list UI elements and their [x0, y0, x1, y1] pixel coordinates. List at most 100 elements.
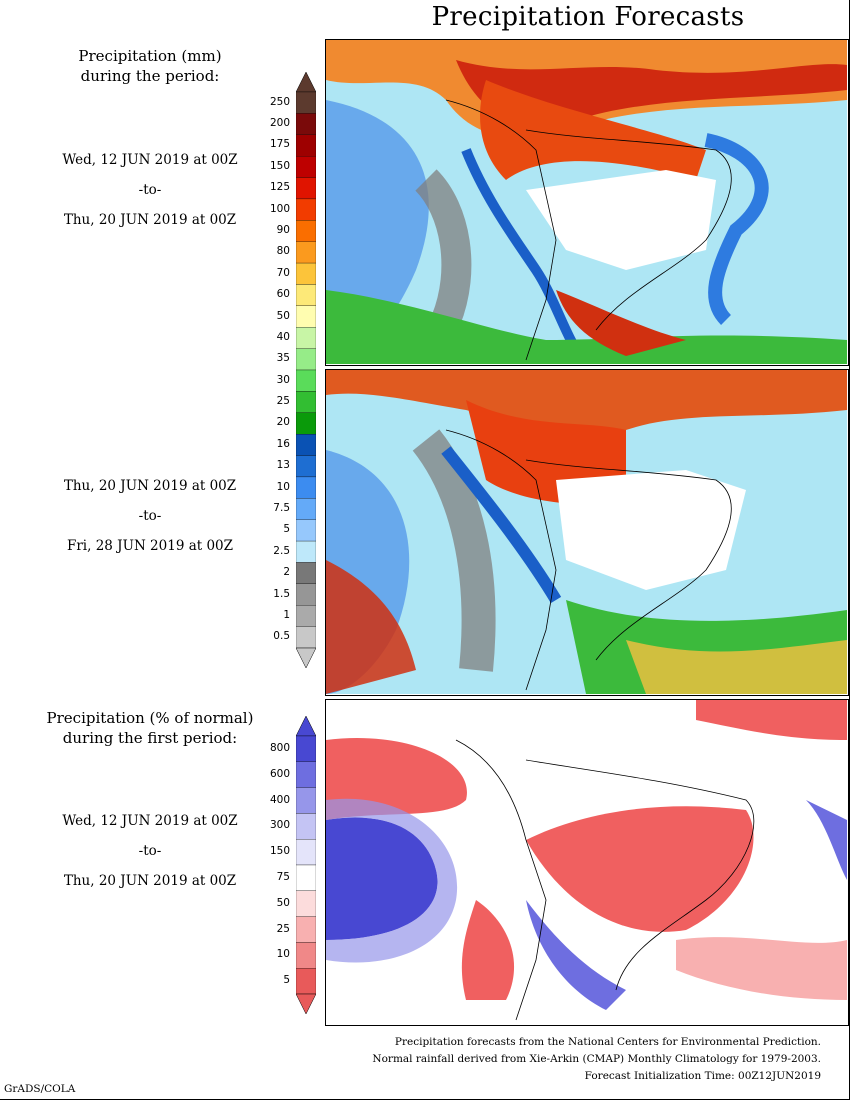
precip-colorbar-label: 175 — [269, 138, 290, 151]
precip-header: Precipitation (mm) during the period: — [40, 46, 260, 86]
precip-colorbar-label: 60 — [276, 288, 290, 301]
precip-colorbar-swatch — [296, 412, 316, 435]
precip-colorbar-swatch — [296, 498, 316, 520]
precip-colorbar-label: 200 — [269, 117, 290, 130]
precip-colorbar-swatch — [296, 476, 316, 499]
footer-line-1: Precipitation forecasts from the Nationa… — [394, 1036, 821, 1048]
precip-colorbar-label: 100 — [269, 202, 290, 215]
period3-start: Wed, 12 JUN 2019 at 00Z — [62, 813, 238, 829]
precip-colorbar-label: 70 — [276, 266, 290, 279]
precip-colorbar-label: 50 — [276, 309, 290, 322]
precip-colorbar-swatch — [296, 626, 316, 649]
precip-colorbar-top-arrow — [296, 72, 316, 93]
precip-colorbar-swatch — [296, 519, 316, 542]
footer-line-2: Normal rainfall derived from Xie-Arkin (… — [372, 1053, 821, 1065]
pct-colorbar-label: 400 — [269, 793, 290, 806]
precip-colorbar-swatch — [296, 348, 316, 371]
grads-credit: GrADS/COLA — [4, 1083, 76, 1095]
precip-colorbar-label: 25 — [276, 395, 290, 408]
precip-colorbar-swatch — [296, 198, 316, 221]
pct-colorbar-label: 10 — [276, 948, 290, 961]
precip-colorbar-swatch — [296, 369, 316, 392]
period2-end: Fri, 28 JUN 2019 at 00Z — [66, 538, 234, 554]
period1-sep: -to- — [138, 182, 162, 198]
precip-map-period1 — [325, 39, 849, 366]
precip-colorbar-swatch — [296, 455, 316, 478]
precip-colorbar-swatch — [296, 220, 316, 242]
precip-colorbar-swatch — [296, 156, 316, 178]
precip-colorbar-bottom-arrow — [296, 647, 316, 668]
precip-colorbar-label: 40 — [276, 330, 290, 343]
period3-sep: -to- — [138, 843, 162, 859]
precip-colorbar-label: 2 — [283, 566, 290, 579]
pct-colorbar-label: 300 — [269, 819, 290, 832]
precip-colorbar-label: 13 — [276, 459, 290, 472]
pct-colorbar-label: 150 — [269, 845, 290, 858]
precip-colorbar-label: 5 — [283, 523, 290, 536]
precip-colorbar-swatch — [296, 583, 316, 606]
precip-colorbar-label: 125 — [269, 181, 290, 194]
pct-colorbar-label: 25 — [276, 922, 290, 935]
pct-colorbar-swatch — [296, 890, 316, 917]
precip-colorbar-label: 10 — [276, 480, 290, 493]
precip-colorbar-swatch — [296, 177, 316, 200]
period2-start: Thu, 20 JUN 2019 at 00Z — [63, 478, 237, 494]
period2-sep: -to- — [138, 508, 162, 524]
precip-colorbar-label: 2.5 — [273, 544, 290, 557]
pct-colorbar-top-arrow — [296, 716, 316, 737]
precip-colorbar-swatch — [296, 434, 316, 456]
pct-normal-map — [325, 699, 849, 1026]
precip-colorbar — [296, 72, 316, 668]
precip-colorbar-label: 16 — [276, 437, 290, 450]
pct-colorbar-label: 75 — [276, 870, 290, 883]
footer-line-3: Forecast Initialization Time: 00Z12JUN20… — [584, 1070, 821, 1082]
precip-colorbar-swatch — [296, 113, 316, 135]
precip-colorbar-swatch — [296, 305, 316, 328]
precip-colorbar-swatch — [296, 262, 316, 285]
pct-colorbar-swatch — [296, 968, 316, 995]
precip-colorbar-swatch — [296, 91, 316, 114]
precip-colorbar-swatch — [296, 134, 316, 157]
pct-colorbar-swatch — [296, 787, 316, 814]
pct-colorbar-label: 600 — [269, 767, 290, 780]
pct-header: Precipitation (% of normal) during the f… — [30, 708, 270, 748]
pct-colorbar-swatch — [296, 813, 316, 840]
precip-map-period2 — [325, 369, 849, 696]
precip-colorbar-label: 90 — [276, 224, 290, 236]
precip-colorbar-label: 1 — [283, 608, 290, 621]
period3-end: Thu, 20 JUN 2019 at 00Z — [63, 873, 237, 889]
precip-colorbar-label: 35 — [276, 352, 290, 365]
precip-colorbar-swatch — [296, 241, 316, 264]
precip-header-line2: during the period: — [80, 67, 220, 85]
precip-colorbar-swatch — [296, 327, 316, 349]
pct-colorbar-swatch — [296, 839, 316, 866]
precip-colorbar-label: 150 — [269, 159, 290, 172]
pct-colorbar-label: 5 — [283, 974, 290, 987]
precip-colorbar-label: 80 — [276, 245, 290, 258]
pct-colorbar-swatch — [296, 735, 316, 762]
precip-colorbar-label: 0.5 — [273, 630, 290, 643]
precip-header-line1: Precipitation (mm) — [78, 47, 222, 65]
pct-colorbar-label: 800 — [269, 741, 290, 754]
period1-start: Wed, 12 JUN 2019 at 00Z — [62, 152, 238, 168]
pct-colorbar-swatch — [296, 942, 316, 969]
pct-colorbar-label: 50 — [276, 896, 290, 909]
pct-colorbar-bottom-arrow — [296, 993, 316, 1014]
precip-colorbar-label: 20 — [276, 416, 290, 429]
pct-colorbar-swatch — [296, 916, 316, 943]
precip-colorbar-swatch — [296, 391, 316, 413]
precip-colorbar-label: 1.5 — [273, 587, 290, 600]
precip-colorbar-swatch — [296, 562, 316, 584]
pct-colorbar-swatch — [296, 864, 316, 891]
pct-colorbar-swatch — [296, 761, 316, 788]
precip-colorbar-swatch — [296, 540, 316, 563]
precip-colorbar-swatch — [296, 284, 316, 306]
period1-end: Thu, 20 JUN 2019 at 00Z — [63, 212, 237, 228]
precip-colorbar-label: 250 — [269, 95, 290, 108]
precip-colorbar-swatch — [296, 605, 316, 627]
precip-colorbar-label: 7.5 — [273, 502, 290, 514]
precip-colorbar-label: 30 — [276, 373, 290, 386]
pct-colorbar — [296, 716, 316, 1014]
pct-header-line1: Precipitation (% of normal) — [46, 709, 254, 727]
